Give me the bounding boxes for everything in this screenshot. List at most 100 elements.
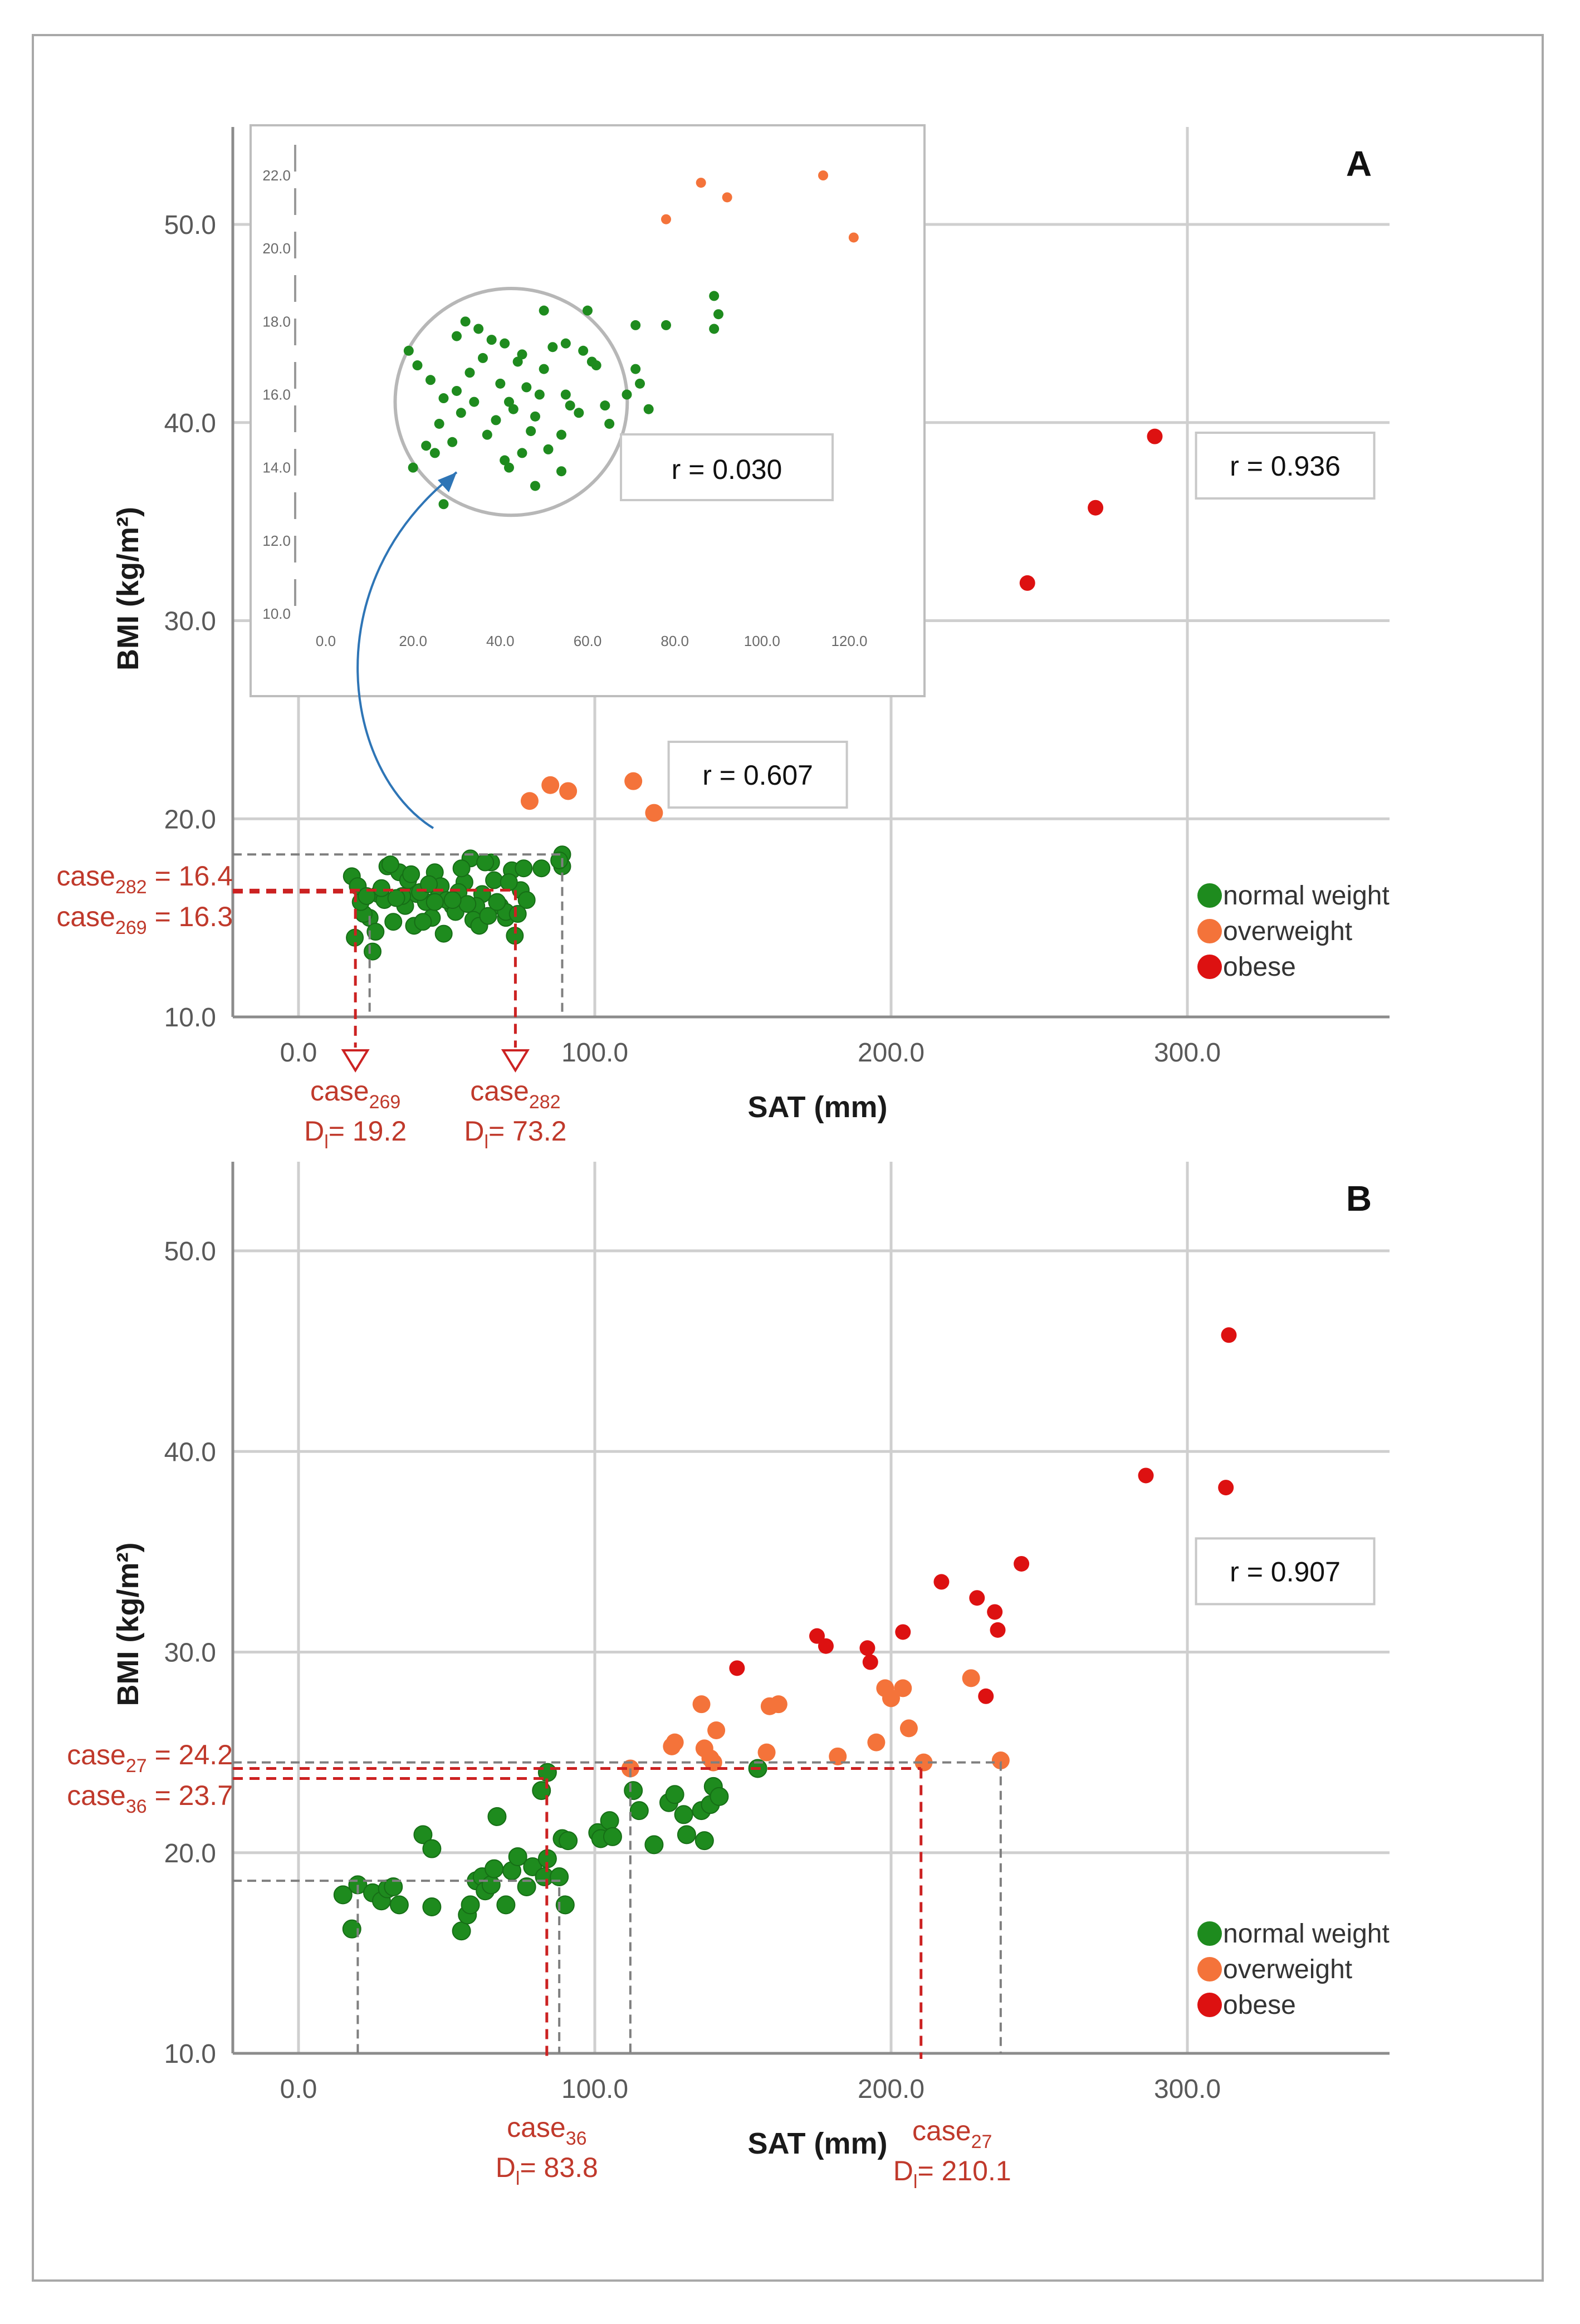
inset-data-point [818,170,828,180]
data-point [1221,1327,1237,1343]
data-point [555,1895,575,1915]
data-point [962,1669,980,1687]
reference-arrow-marker [501,1049,530,1073]
reference-x-value: Dl= 73.2 [464,1115,566,1153]
data-point [476,853,495,872]
data-point [674,1805,693,1824]
inset-x-tick-label: 20.0 [399,633,427,649]
y-tick-label: 30.0 [164,607,216,637]
arrow-head [438,472,457,492]
data-point [894,1679,912,1697]
data-point [488,893,506,911]
y-tick-label: 20.0 [164,1839,216,1868]
r-label: r = 0.936 [1230,451,1341,482]
inset-data-point [583,305,593,316]
inset-data-point [452,331,462,341]
data-point [862,1654,878,1670]
data-point [1019,575,1035,591]
inset-data-point [469,397,480,407]
inset-cluster-ellipse [393,286,629,517]
inset-y-tick-label: 12.0 [262,532,291,549]
data-point [818,1638,834,1654]
inset-data-point [661,320,671,330]
r-box [1195,1537,1376,1606]
inset-data-point [512,356,523,367]
inset-data-point [508,404,518,414]
inset-plot: 0.0 20.0 40.0 60.0 80.0 100.0 120.0 10.0 12.0 14.… [250,124,926,829]
data-point [1088,500,1104,516]
data-point [1218,1480,1234,1496]
data-point [342,1919,361,1939]
r-box [1195,432,1376,500]
legend-label: overweight [1223,917,1352,946]
data-point [990,1622,1006,1638]
data-point [559,1831,578,1851]
y-tick-label: 40.0 [164,409,216,438]
inset-data-point [434,418,444,429]
y-axis-title: BMI (kg/m²) [111,507,145,671]
legend-label: normal weight [1223,1919,1390,1949]
inset-y-tick-label: 14.0 [262,459,291,476]
x-tick-label: 0.0 [280,1038,317,1068]
data-point [665,1785,684,1804]
inset-data-point [565,400,575,411]
data-point [496,1895,516,1915]
data-point [978,1688,994,1704]
extent-guide [233,853,564,1017]
inset-data-point [560,389,571,400]
data-point [422,1839,442,1858]
data-point [384,1877,403,1896]
inset-data-point [530,481,540,491]
x-tick-label: 300.0 [1154,1038,1221,1068]
inset-data-point [713,309,723,320]
inset-data-point [630,320,641,330]
inset-data-point [539,305,549,316]
data-point [829,1747,847,1765]
inset-y-tick-label: 10.0 [262,605,291,622]
inset-data-point [412,360,423,371]
reference-x-value: Dl= 19.2 [304,1115,407,1153]
y-tick-label: 40.0 [164,1437,216,1467]
inset-x-tick-label: 0.0 [316,633,336,649]
data-point [420,875,438,893]
data-point [508,1847,527,1866]
data-point [882,1689,900,1707]
data-point [443,891,462,909]
inset-data-point [504,462,514,473]
data-point [481,1875,501,1895]
extent-guide [233,1761,1002,2053]
legend-marker [1197,883,1222,908]
data-point [364,942,381,961]
inset-data-point [438,499,449,510]
inset-data-point [556,429,566,440]
reference-y-label: case36 = 23.7 [67,1780,233,1817]
data-point [461,1895,480,1915]
inset-data-point [526,426,536,437]
inset-x-tick-label: 40.0 [486,633,515,649]
data-point [532,859,551,878]
inset-data-point [696,178,706,188]
data-point [645,804,663,822]
x-tick-label: 200.0 [858,1038,924,1068]
data-point [757,1743,776,1762]
data-point [1147,428,1163,444]
inset-data-point [429,448,440,458]
inset-data-point [408,462,418,473]
data-point [933,1574,950,1590]
y-axis-title: BMI (kg/m²) [111,1543,145,1706]
data-point [1138,1467,1154,1484]
data-point [434,924,453,943]
reference-x-label: case36 [507,2112,586,2149]
data-point [452,859,471,878]
inset-data-point [560,338,571,349]
inset-data-point [622,389,632,400]
data-point [867,1733,886,1751]
data-point [517,891,536,909]
legend-label: obese [1223,952,1296,982]
legend-marker [1197,955,1222,979]
data-point [358,887,376,905]
data-point [487,1807,507,1826]
inset-data-point [452,385,462,396]
data-point [515,859,533,878]
data-point [559,782,578,800]
